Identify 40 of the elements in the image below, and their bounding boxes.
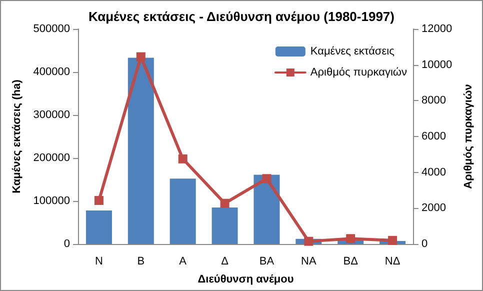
y-tick-label: 400000: [33, 66, 70, 78]
point: [346, 234, 356, 244]
x-axis-title: Διεύθυνση ανέμου: [198, 274, 294, 286]
point: [304, 236, 314, 246]
legend-label: Καμένες εκτάσεις: [310, 46, 394, 58]
x-tick-label: NΔ: [384, 256, 401, 268]
y2-axis-title: Αριθμός πυρκαγιών: [462, 84, 474, 189]
bar: [212, 207, 238, 244]
x-tick-label: N: [94, 256, 103, 268]
y-tick-label: 100000: [33, 195, 70, 207]
x-tick-label: A: [179, 256, 188, 268]
bar: [86, 210, 112, 244]
x-tick-label: BA: [259, 256, 275, 268]
point: [388, 236, 398, 245]
y2-tick-label: 10000: [422, 58, 452, 71]
y2-tick-label: 2000: [422, 202, 446, 214]
y-tick-label: 300000: [33, 109, 70, 121]
y-tick-label: 200000: [33, 152, 70, 164]
point: [262, 174, 272, 184]
bar: [128, 58, 154, 244]
chart-title: Καμένες εκτάσεις - Διεύθυνση ανέμου (1980-1997): [88, 9, 394, 24]
legend-label: Αριθμός πυρκαγιών: [310, 66, 408, 78]
x-tick-label: Δ: [221, 256, 230, 268]
bar: [254, 174, 280, 244]
y2-tick-label: 4000: [422, 166, 446, 178]
point: [220, 198, 230, 208]
bar: [170, 178, 196, 244]
y-tick-label: 0: [64, 238, 70, 250]
point: [136, 52, 146, 62]
y2-tick-label: 0: [422, 238, 428, 250]
x-tick-label: NA: [301, 256, 317, 268]
point: [94, 196, 104, 205]
y2-tick-label: 8000: [422, 94, 446, 107]
point: [178, 154, 188, 164]
y2-tick-label: 12000: [422, 23, 452, 35]
x-tick-label: BΔ: [343, 256, 359, 268]
y2-tick-label: 6000: [422, 130, 446, 142]
y-tick-label: 500000: [33, 23, 70, 35]
x-tick-label: B: [137, 256, 145, 268]
y-axis-title: Καμένες εκτάσεις (ha): [10, 79, 23, 194]
